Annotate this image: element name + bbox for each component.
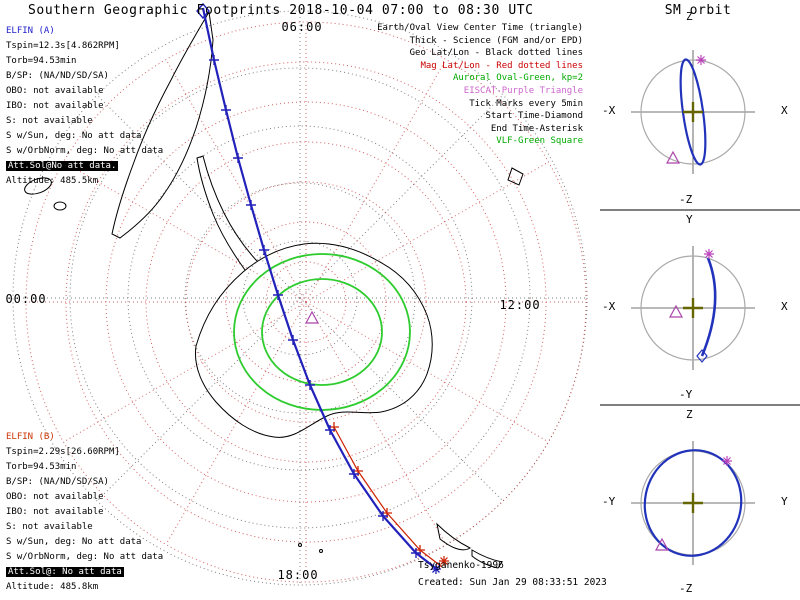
sm-orbit-panels-canvas <box>600 50 800 565</box>
sat-altitude-line: Altitude: 485.5km <box>6 176 99 186</box>
sat-info-line: IBO: not available <box>6 101 104 111</box>
geo-grid <box>12 10 588 586</box>
orbit-panel-xz <box>631 50 755 174</box>
elfin-b-footprint <box>329 422 449 568</box>
map-legend: Earth/Oval View Center Time (triangle) T… <box>353 22 583 148</box>
elfin-b-info-panel: ELFIN (B) Tspin=2.29s[26.60RPM] Torb=94.… <box>6 430 163 595</box>
legend-line: EISCAT-Purple Triangle <box>463 85 583 96</box>
legend-line: Tick Marks every 5min <box>469 98 583 109</box>
sm-orbit-title: SM orbit <box>664 3 732 18</box>
axis-label-p3-top: Z <box>686 408 693 421</box>
sat-info-line: Tspin=2.29s[26.60RPM] <box>6 447 120 457</box>
sat-info-line: OBO: not available <box>6 86 104 96</box>
orbit-end-asterisk <box>696 55 706 65</box>
orbit-end-asterisk <box>722 456 732 466</box>
clock-label-bottom: 18:00 <box>277 568 319 582</box>
legend-line: Thick - Science (FGM and/or EPD) <box>409 35 583 46</box>
antarctica-outline <box>194 242 433 438</box>
sat-info-line: OBO: not available <box>6 492 104 502</box>
attsol-inverted-badge: Att.Sol@No att data. <box>6 161 119 171</box>
coastlines <box>24 10 524 569</box>
legend-line: Mag Lat/Lon - Red dotted lines <box>420 60 583 71</box>
axis-label-p1-left: -X <box>602 104 616 117</box>
sat-info-line: Torb=94.53min <box>6 56 77 66</box>
sat-attsol-line: Att.Sol@: No att data <box>6 565 163 580</box>
legend-line: Geo Lat/Lon - Black dotted lines <box>409 48 583 59</box>
sat-altitude-line: Altitude: 485.8km <box>6 582 99 592</box>
orbit-panel-yz <box>631 441 755 565</box>
sat-info-line: Torb=94.53min <box>6 462 77 472</box>
sat-info-line: S: not available <box>6 522 93 532</box>
trajectory-tick-marks <box>209 55 421 558</box>
axis-label-p3-bottom: -Z <box>679 582 693 595</box>
orbit-center-triangle <box>668 304 684 318</box>
mag-grid <box>25 21 587 583</box>
sat-info-line: S: not available <box>6 116 93 126</box>
legend-line: Earth/Oval View Center Time (triangle) <box>377 23 583 33</box>
sat-info-line: S w/Sun, deg: No att data <box>6 131 142 141</box>
axis-label-p1-right: X <box>781 104 788 117</box>
legend-line: Auroral Oval-Green, kp=2 <box>452 73 583 84</box>
axis-label-p1-top: Z <box>686 10 693 23</box>
clock-label-right: 12:00 <box>499 298 541 312</box>
attsol-inverted-badge: Att.Sol@: No att data <box>6 567 124 577</box>
footprint-map-canvas <box>12 2 588 586</box>
sat-info-line: S w/OrbNorm, deg: No att data <box>6 552 164 562</box>
legend-line: Start Time-Diamond <box>485 111 583 122</box>
axis-label-p2-left: -X <box>602 300 616 313</box>
sat-info-line: B/SP: (NA/ND/SD/SA) <box>6 477 109 487</box>
elfin-a-footprint <box>196 2 441 574</box>
sat-info-line: Tspin=12.3s[4.862RPM] <box>6 41 120 51</box>
orbit-center-triangle <box>654 537 670 551</box>
south-america-coast <box>111 10 214 239</box>
sat-info-line: B/SP: (NA/ND/SD/SA) <box>6 71 109 81</box>
satellite-name: ELFIN (A) <box>6 26 55 36</box>
orbit-end-asterisk <box>704 249 714 259</box>
created-label: Created: Sun Jan 29 08:33:51 2023 <box>418 577 607 588</box>
clock-label-left: 00:00 <box>5 292 47 306</box>
satellite-name: ELFIN (B) <box>6 432 55 442</box>
sat-info-line: IBO: not available <box>6 507 104 517</box>
model-label: Tsyganenko-1996 <box>418 560 504 571</box>
axis-label-p3-left: -Y <box>602 495 616 508</box>
center-time-triangle <box>304 310 320 324</box>
sat-info-line: S w/OrbNorm, deg: No att data <box>6 146 164 156</box>
end-time-asterisk <box>431 564 441 574</box>
legend-line: VLF-Green Square <box>496 136 583 147</box>
clock-label-top: 06:00 <box>281 20 323 34</box>
sat-attsol-line: Att.Sol@No att data. <box>6 159 163 174</box>
orbit-start-diamond <box>696 349 708 363</box>
axis-label-p3-right: Y <box>781 495 788 508</box>
start-time-diamond <box>196 2 210 20</box>
orbit-panel-xy <box>631 246 755 370</box>
axis-label-p1-bottom: -Z <box>679 193 693 206</box>
axis-label-p2-bottom: -Y <box>679 388 693 401</box>
sat-info-line: S w/Sun, deg: No att data <box>6 537 142 547</box>
axis-label-p2-right: X <box>781 300 788 313</box>
auroral-oval <box>233 253 411 411</box>
antarctic-peninsula <box>196 155 258 271</box>
axis-label-p2-top: Y <box>686 213 693 226</box>
elfin-a-info-panel: ELFIN (A) Tspin=12.3s[4.862RPM] Torb=94.… <box>6 24 163 189</box>
orbit-center-triangle <box>665 150 681 164</box>
legend-line: End Time-Asterisk <box>490 123 583 134</box>
page-title: Southern Geographic Footprints 2018-10-0… <box>28 3 534 18</box>
